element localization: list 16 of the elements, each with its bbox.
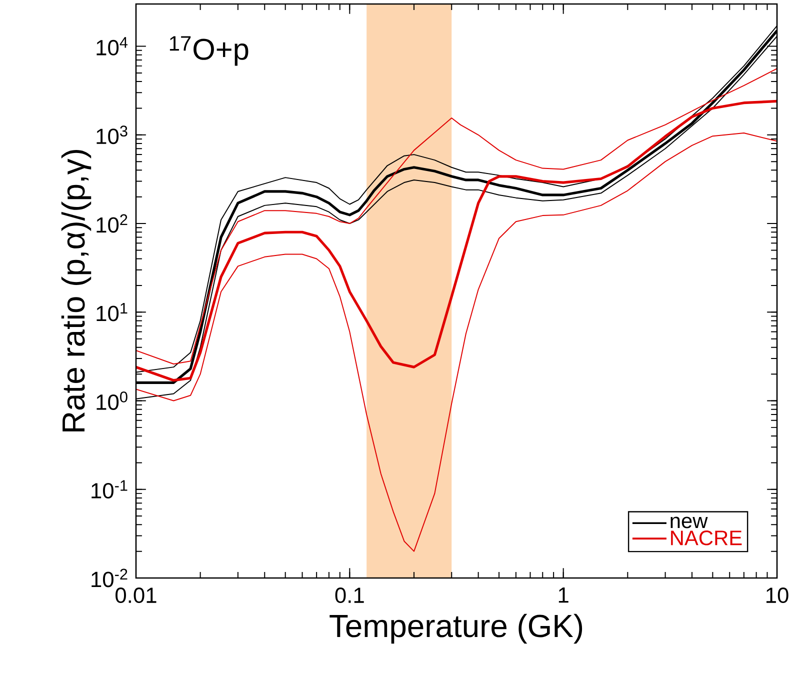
y-tick-label: 10$^{-2}$ xyxy=(92,568,128,588)
y-tick-label: 10$^{3}$ xyxy=(96,126,128,144)
x-tick-label: 0.01 xyxy=(116,588,156,604)
y-axis-title: Rate ratio (p,α)/(p,γ) xyxy=(61,150,92,432)
y-tick-label: 10$^{2}$ xyxy=(96,214,128,233)
x-axis-title: Temperature (GK) xyxy=(330,614,582,644)
x-tick-label: 0.1 xyxy=(335,588,364,604)
y-tick-label: 10$^{1}$ xyxy=(96,303,128,322)
annotation: $^{17}$O+p xyxy=(170,36,248,66)
x-tick-label: 1 xyxy=(558,588,568,603)
x-tick-label: 10 xyxy=(766,588,788,604)
legend-label: new xyxy=(670,516,708,528)
y-tick-label: 10$^{4}$ xyxy=(96,37,128,56)
y-tick-label: 10$^{-1}$ xyxy=(92,480,128,499)
legend-label: NACRE xyxy=(671,530,742,546)
y-tick-label: 10$^{0}$ xyxy=(96,392,128,410)
